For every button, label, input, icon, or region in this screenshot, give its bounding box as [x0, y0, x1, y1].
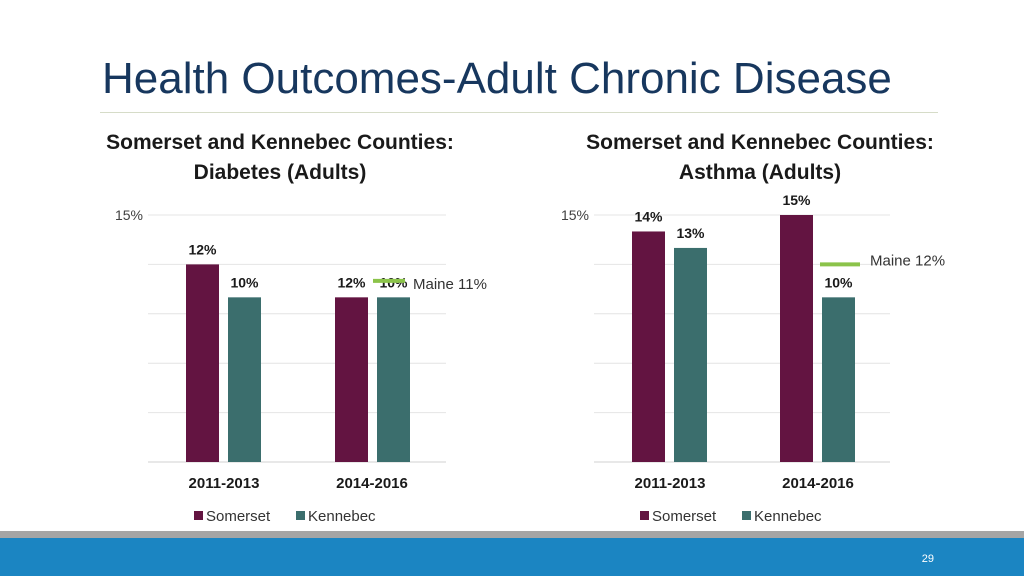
- asthma-legend-label-somerset: Somerset: [652, 508, 717, 525]
- diabetes-chart-title: Somerset and Kennebec Counties: Diabetes…: [40, 128, 520, 188]
- diabetes-legend-swatch-kennebec: [296, 511, 305, 520]
- asthma-bar-somerset: [632, 231, 665, 462]
- diabetes-data-label: 12%: [188, 241, 217, 257]
- diabetes-category-label: 2011-2013: [189, 475, 260, 492]
- diabetes-bar-kennebec: [377, 297, 410, 462]
- diabetes-category-label: 2014-2016: [336, 475, 408, 492]
- page-title: Health Outcomes-Adult Chronic Disease: [102, 54, 892, 103]
- asthma-bar-somerset: [780, 215, 813, 462]
- diabetes-data-label: 12%: [337, 274, 366, 290]
- footer-band: 29: [0, 538, 1024, 576]
- asthma-bar-kennebec: [822, 297, 855, 462]
- footer-stripe: [0, 531, 1024, 538]
- asthma-legend-swatch-kennebec: [742, 511, 751, 520]
- diabetes-chart-title-line1: Somerset and Kennebec Counties:: [106, 131, 454, 154]
- asthma-legend-swatch-somerset: [640, 511, 649, 520]
- diabetes-bar-somerset: [335, 297, 368, 462]
- page-number: 29: [921, 553, 934, 565]
- diabetes-ytick-label: 15%: [115, 207, 143, 223]
- asthma-bar-kennebec: [674, 247, 707, 462]
- asthma-legend-label-kennebec: Kennebec: [754, 508, 822, 525]
- asthma-category-label: 2011-2013: [635, 475, 706, 492]
- asthma-data-label: 10%: [824, 274, 853, 290]
- diabetes-data-label: 10%: [230, 274, 259, 290]
- diabetes-legend-swatch-somerset: [194, 511, 203, 520]
- diabetes-bar-kennebec: [228, 297, 261, 462]
- charts-canvas: 15% 12% 10% 2011-2013 12% 10% 2014-2016 Maine 1…: [115, 192, 945, 525]
- asthma-data-label: 14%: [634, 208, 663, 224]
- diabetes-legend-label-somerset: Somerset: [206, 508, 271, 525]
- title-divider: [100, 112, 938, 113]
- asthma-maine-reference-label: Maine 12%: [870, 252, 945, 269]
- asthma-chart-title: Somerset and Kennebec Counties: Asthma (…: [520, 128, 1000, 188]
- asthma-category-label: 2014-2016: [782, 475, 854, 492]
- asthma-data-label: 15%: [782, 192, 811, 208]
- asthma-chart-title-line2: Asthma (Adults): [678, 161, 842, 184]
- asthma-chart-title-line1: Somerset and Kennebec Counties:: [586, 131, 934, 154]
- diabetes-maine-reference-label: Maine 11%: [413, 276, 487, 293]
- asthma-data-label: 13%: [676, 225, 705, 241]
- diabetes-chart-title-line2: Diabetes (Adults): [193, 161, 367, 184]
- asthma-ytick-label: 15%: [561, 207, 589, 223]
- diabetes-legend-label-kennebec: Kennebec: [308, 508, 376, 525]
- diabetes-bar-somerset: [186, 264, 219, 462]
